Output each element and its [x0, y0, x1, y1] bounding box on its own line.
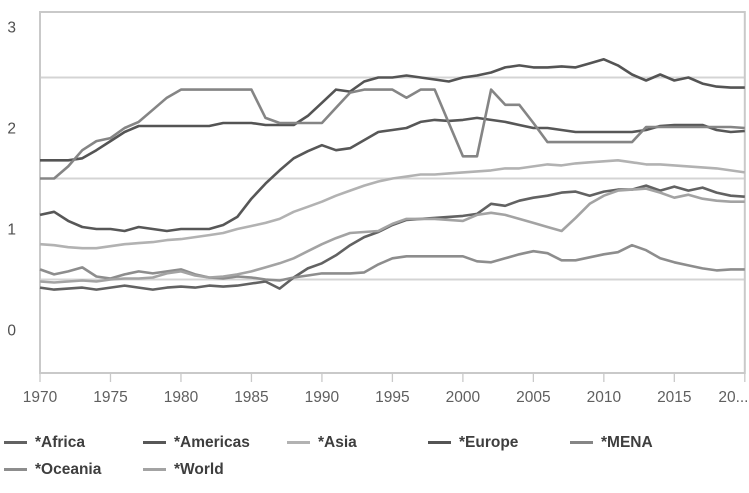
- x-axis-label: 1995: [375, 389, 409, 406]
- legend-label-oceania: *Oceania: [35, 461, 102, 478]
- x-axis-label: 20...: [718, 389, 748, 406]
- legend-swatch-africa: [4, 441, 27, 444]
- legend-label-asia: *Asia: [318, 434, 357, 451]
- legend-label-world: *World: [174, 461, 224, 478]
- legend-swatch-europe: [428, 441, 451, 444]
- legend-label-europe: *Europe: [459, 434, 519, 451]
- legend-swatch-americas: [143, 441, 166, 444]
- legend-swatch-oceania: [4, 468, 27, 471]
- legend-item-mena[interactable]: *MENA: [570, 433, 653, 452]
- chart-legend: *Africa *Americas *Asia *Europe *MENA *Oceani…: [0, 433, 749, 493]
- series-line-americas: [39, 116, 745, 233]
- x-axis-label: 1990: [305, 389, 340, 406]
- x-axis-label: 2005: [516, 389, 550, 406]
- series-line-mena: [40, 88, 745, 180]
- plot-border: [39, 11, 746, 374]
- series-line-oceania: [39, 243, 745, 282]
- series-line-europe: [40, 57, 745, 162]
- legend-label-africa: *Africa: [35, 434, 85, 451]
- y-axis-label: 2: [7, 121, 16, 138]
- line-chart: 1970 1975 1980 1985 1990 1995 2000 2005 2010 2015…: [7, 11, 749, 406]
- y-axis-label: 1: [7, 222, 16, 239]
- legend-swatch-world: [143, 468, 166, 471]
- x-axis-label: 2015: [657, 389, 691, 406]
- series-line-africa: [39, 184, 745, 291]
- x-axis-label: 1975: [93, 389, 127, 406]
- series-line-world: [39, 187, 745, 284]
- legend-swatch-mena: [570, 441, 593, 444]
- legend-swatch-asia: [287, 441, 310, 444]
- y-axis-label: 0: [7, 323, 16, 340]
- legend-label-americas: *Americas: [174, 434, 250, 451]
- chart-container: 1970 1975 1980 1985 1990 1995 2000 2005 2010 2015…: [4, 11, 749, 478]
- x-axis-label: 2010: [587, 389, 622, 406]
- x-axis-label: 1970: [23, 389, 58, 406]
- legend-item-americas[interactable]: *Americas: [143, 433, 250, 452]
- series-line-asia: [39, 159, 745, 250]
- x-axis-label: 2000: [446, 389, 481, 406]
- legend-item-oceania[interactable]: *Oceania: [4, 460, 101, 479]
- legend-item-africa[interactable]: *Africa: [4, 433, 85, 452]
- legend-label-mena: *MENA: [601, 434, 653, 451]
- legend-item-asia[interactable]: *Asia: [287, 433, 357, 452]
- y-axis-label: 3: [7, 20, 16, 37]
- legend-item-world[interactable]: *World: [143, 460, 224, 479]
- legend-item-europe[interactable]: *Europe: [428, 433, 518, 452]
- x-axis-label: 1985: [234, 389, 268, 406]
- x-axis-label: 1980: [164, 389, 199, 406]
